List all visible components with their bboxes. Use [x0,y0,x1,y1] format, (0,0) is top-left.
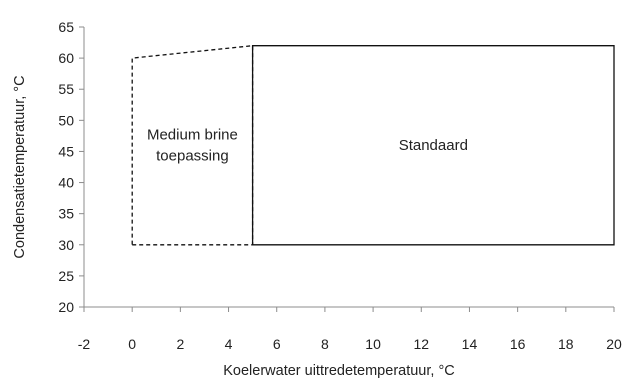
y-tick-label: 65 [58,19,74,35]
y-tick-label: 50 [58,112,74,128]
x-axis-title: Koelerwater uittredetemperatuur, °C [223,363,454,379]
region-outline-medium-brine [131,44,254,246]
region-label: Standaard [399,137,468,154]
x-tick-label: 10 [365,336,381,352]
x-tick-label: 18 [558,336,574,352]
y-tick-label: 45 [58,143,74,159]
y-axis-title: Condensatietemperatuur, °C [12,75,28,258]
x-tick-label: 4 [225,336,233,352]
x-tick-label: -2 [78,336,91,352]
y-tick-label: 25 [58,268,74,284]
y-tick-label: 20 [58,299,74,315]
x-tick-label: 16 [510,336,526,352]
region-label: Medium brine [147,127,238,144]
x-tick-label: 6 [273,336,281,352]
axes-layer: 20 25 30 35 40 45 50 55 60 65 -2 0 2 4 6 8 10 12 14 16 18 20 K… [12,19,622,379]
x-tick-label: 20 [606,336,622,352]
y-tick-label: 35 [58,206,74,222]
y-tick-label: 55 [58,81,74,97]
x-tick-label: 0 [128,336,136,352]
y-tick-label: 30 [58,237,74,253]
y-tick-label: 40 [58,175,74,191]
labels-layer: Standaard Medium brine toepassing [147,127,468,165]
region-label: toepassing [156,148,229,165]
x-tick-label: 8 [321,336,329,352]
x-tick-label: 12 [413,336,429,352]
x-tick-label: 14 [462,336,478,352]
x-tick-label: 2 [176,336,184,352]
y-tick-label: 60 [58,50,74,66]
regions-layer [131,44,615,246]
